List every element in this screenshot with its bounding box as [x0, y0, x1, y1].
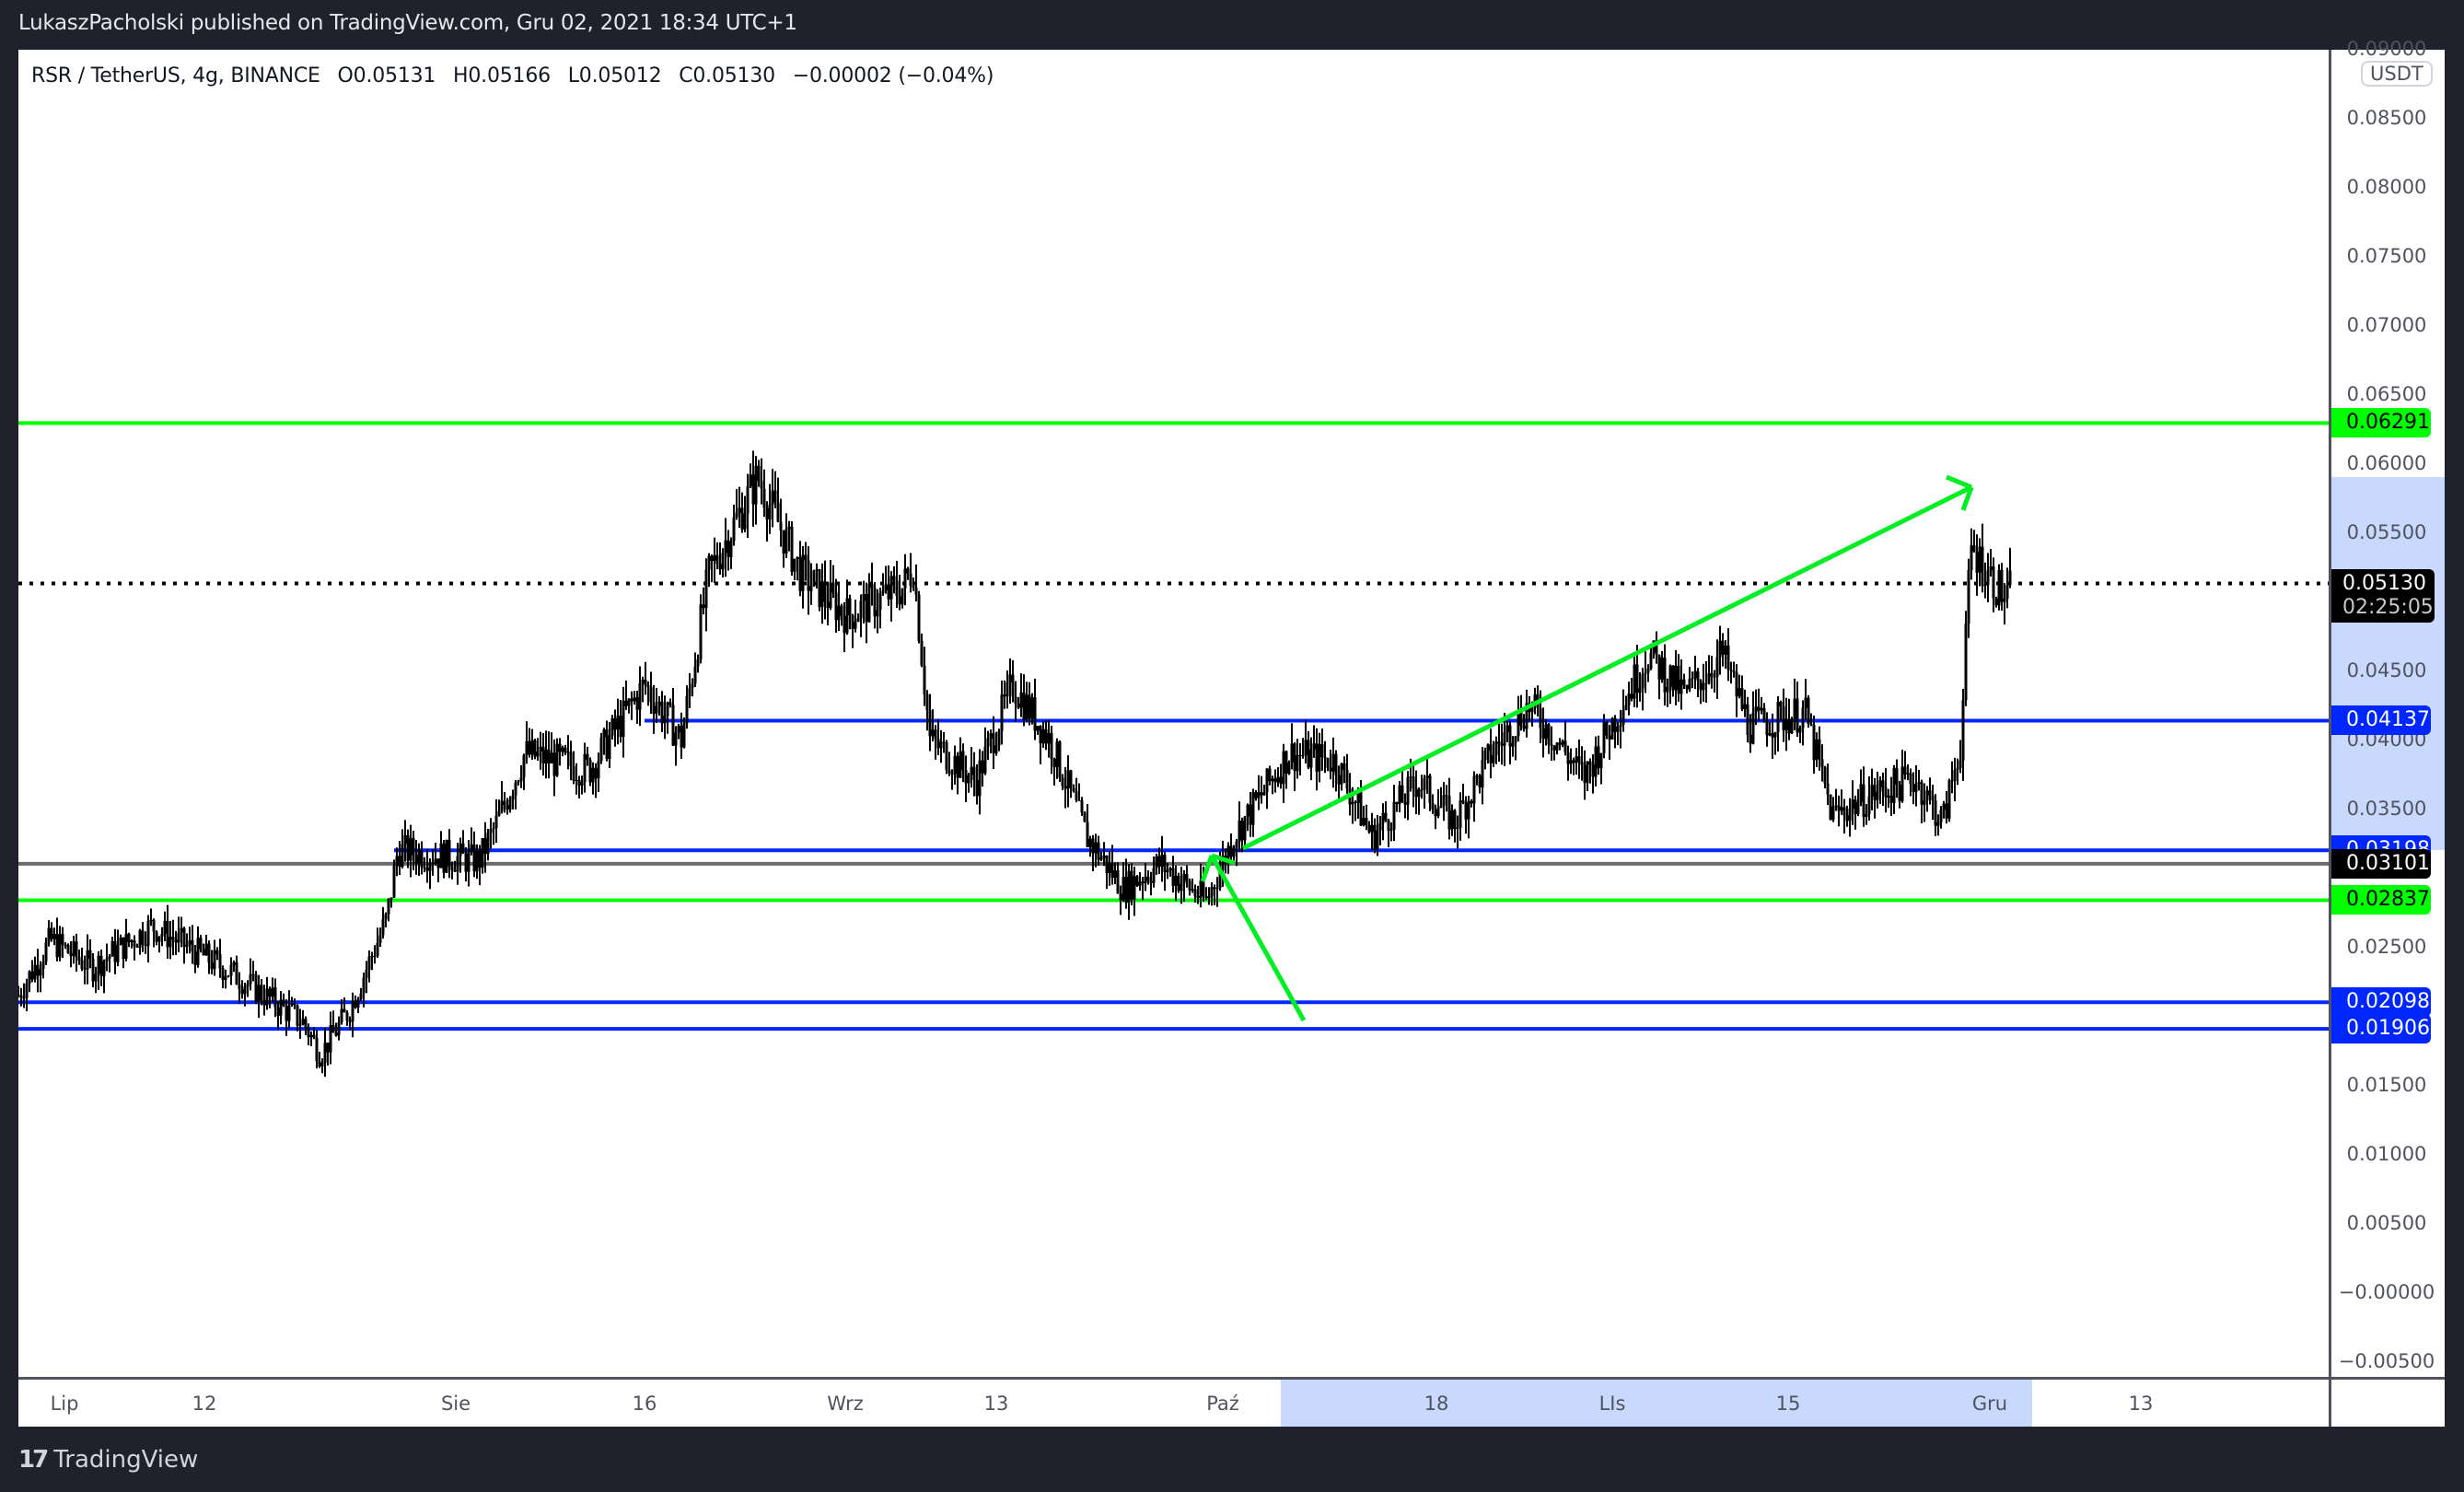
price-tick: 0.08500	[2346, 107, 2427, 129]
brand-name: TradingView	[53, 1446, 199, 1474]
ohlc-low: L0.05012	[567, 64, 662, 87]
time-tick: 15	[1775, 1393, 1801, 1415]
price-tick: 0.02500	[2346, 936, 2427, 958]
current-price-value: 0.05130	[2342, 571, 2426, 595]
price-tick: 0.09000	[2346, 38, 2427, 60]
ohlc-change: −0.00002 (−0.04%)	[792, 64, 994, 87]
ohlc-high: H0.05166	[453, 64, 551, 87]
time-tick: 16	[632, 1393, 657, 1415]
tradingview-logo-icon: 17	[18, 1446, 49, 1474]
symbol-name[interactable]: RSR / TetherUS, 4g, BINANCE	[31, 64, 320, 87]
price-tick: 0.05500	[2346, 521, 2427, 543]
time-tick: 13	[983, 1393, 1009, 1415]
time-tick: Lip	[50, 1393, 79, 1415]
footer: 17 TradingView	[18, 1446, 198, 1474]
price-level-label: 0.04137	[2331, 705, 2431, 736]
price-tick: 0.06000	[2346, 452, 2427, 474]
price-tick: 0.00500	[2346, 1212, 2427, 1234]
arrowhead-icon	[1960, 486, 1974, 511]
candles	[18, 450, 2012, 1078]
time-tick: LIs	[1598, 1393, 1626, 1415]
chart-plot-area[interactable]: RSR / TetherUS, 4g, BINANCE O0.05131 H0.…	[18, 50, 2329, 1377]
price-tick: 0.01000	[2346, 1143, 2427, 1165]
price-chart-canvas[interactable]	[18, 50, 2329, 1377]
symbol-legend: RSR / TetherUS, 4g, BINANCE O0.05131 H0.…	[31, 64, 1005, 87]
time-tick: Gru	[1971, 1393, 2008, 1415]
axis-corner	[2329, 1377, 2445, 1427]
trend-arrow-2	[1241, 484, 1973, 851]
price-level-label: 0.02098	[2331, 987, 2431, 1018]
price-tick: 0.07500	[2346, 245, 2427, 267]
time-tick: 13	[2128, 1393, 2154, 1415]
price-level-label: 0.06291	[2331, 408, 2431, 438]
arrowhead-icon	[1200, 855, 1215, 882]
ohlc-close: C0.05130	[679, 64, 775, 87]
time-tick: 18	[1424, 1393, 1449, 1415]
time-tick: Wrz	[827, 1393, 864, 1415]
time-tick: 12	[192, 1393, 217, 1415]
price-tick: −0.00500	[2338, 1350, 2435, 1372]
price-level-label: 0.03101	[2331, 848, 2431, 879]
time-tick: Sie	[440, 1393, 471, 1415]
price-tick: 0.03500	[2346, 798, 2427, 820]
price-level-label: 0.02837	[2331, 885, 2431, 915]
ohlc-open: O0.05131	[337, 64, 436, 87]
price-tick: 0.08000	[2346, 176, 2427, 198]
price-tick: −0.00000	[2338, 1281, 2435, 1303]
currency-unit-button[interactable]: USDT	[2361, 61, 2433, 87]
trend-arrow-1	[1209, 854, 1307, 1022]
time-axis-highlight	[1281, 1380, 2032, 1427]
bar-countdown: 02:25:05	[2342, 595, 2434, 619]
price-level-label: 0.01906	[2331, 1014, 2431, 1044]
price-tick: 0.07000	[2346, 314, 2427, 336]
time-axis[interactable]: Lip 12 Sie 16 Wrz 13 Paź 18 LIs 15 Gru 13	[18, 1377, 2329, 1427]
arrowhead-icon	[1211, 853, 1236, 866]
arrowhead-icon	[1946, 474, 1972, 490]
price-axis[interactable]: USDT 0.09000 0.08500 0.08000 0.07500 0.07000…	[2329, 38, 2445, 1377]
time-tick: Paź	[1206, 1393, 1239, 1415]
price-tick: 0.01500	[2346, 1074, 2427, 1096]
price-tick: 0.06500	[2346, 383, 2427, 405]
publish-header: LukaszPacholski published on TradingView…	[18, 11, 797, 35]
price-tick: 0.04500	[2346, 659, 2427, 682]
price-axis-highlight	[2331, 477, 2445, 850]
current-price-label: 0.05130 02:25:05	[2331, 568, 2435, 623]
chart-panel: RSR / TetherUS, 4g, BINANCE O0.05131 H0.…	[18, 38, 2445, 1427]
